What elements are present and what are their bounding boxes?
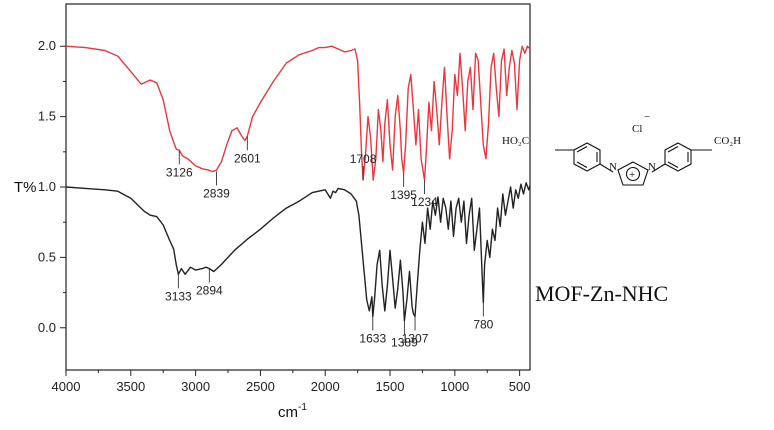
peak-label-780: 780 <box>473 317 493 331</box>
x-tick-label: 1500 <box>376 379 405 394</box>
right-nitrogen-label: N <box>648 161 656 173</box>
left-n-aryl-bond <box>599 163 614 173</box>
y-tick-label: 1.0 <box>38 179 56 194</box>
positive-charge-circle <box>625 166 641 182</box>
peak-label-2601: 2601 <box>234 151 261 165</box>
series-layer <box>65 45 531 322</box>
x-axis-label: cm-1 <box>278 402 307 421</box>
y-tick-label: 2.0 <box>38 38 56 53</box>
y-axis-label: T% <box>14 179 37 196</box>
right-ring-double-bond <box>667 161 679 168</box>
plus-charge-label: + <box>629 169 635 181</box>
peak-label-1708: 1708 <box>350 152 377 166</box>
x-tick-label: 2500 <box>246 379 275 394</box>
peak-label-2894: 2894 <box>196 284 223 298</box>
x-tick-label: 2000 <box>311 379 340 394</box>
peak-label-1395: 1395 <box>390 188 417 202</box>
left-ring-double-bond <box>576 161 588 168</box>
peak-label-1389: 1389 <box>391 336 418 350</box>
imidazolium-structure <box>555 142 712 186</box>
y-tick-label: 0.0 <box>38 320 56 335</box>
series-line-black <box>65 182 531 322</box>
chloride-charge-label: − <box>644 111 650 123</box>
x-tick-label: 4000 <box>52 379 81 394</box>
right-benzene-ring <box>664 142 692 172</box>
left-ring-double-bond <box>576 146 588 153</box>
right-n-aryl-bond <box>651 163 666 173</box>
peak-label-2839: 2839 <box>203 187 230 201</box>
sample-label: MOF-Zn-NHC <box>535 281 668 306</box>
imidazolium-ring <box>617 161 649 186</box>
peak-label-3133: 3133 <box>165 289 192 303</box>
series-line-red <box>65 45 531 181</box>
x-axis-unit-exponent: -1 <box>298 402 307 413</box>
peak-label-3126: 3126 <box>166 165 193 179</box>
chloride-label: Cl <box>632 123 642 135</box>
x-tick-label: 3500 <box>116 379 145 394</box>
x-axis-unit: cm <box>278 404 298 421</box>
peak-label-1234: 1234 <box>411 195 438 209</box>
right-ring-double-bond <box>667 146 679 153</box>
x-tick-label: 3000 <box>181 379 210 394</box>
left-benzene-ring <box>573 142 601 172</box>
y-tick-label: 1.5 <box>38 109 56 124</box>
left-carboxyl-label: HO₂C <box>502 135 529 147</box>
peak-label-1633: 1633 <box>359 332 386 346</box>
y-tick-label: 0.5 <box>38 249 56 264</box>
right-carboxyl-label: CO₂H <box>714 135 741 147</box>
axes: 4000 3500 3000 2500 2000 1500 1000 500 0.0 0.5 1.0… <box>38 3 531 394</box>
x-tick-label: 500 <box>509 379 531 394</box>
peak-label-1307: 1307 <box>402 332 429 346</box>
x-tick-label: 1000 <box>440 379 469 394</box>
left-nitrogen-label: N <box>609 161 617 173</box>
